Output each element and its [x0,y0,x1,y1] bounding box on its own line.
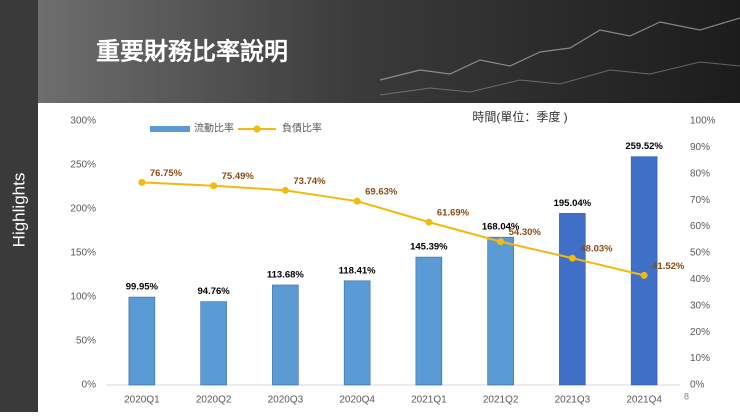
bar-value-label: 118.41% [339,265,377,276]
header-band [38,0,740,103]
y2-tick-label: 30% [690,300,710,311]
line-point [138,178,146,186]
y-tick-label: 50% [76,336,96,347]
bar-value-label: 195.04% [554,198,592,209]
legend-swatch [150,126,190,132]
legend-swatch [253,125,261,133]
sidebar-label: Highlights [9,173,28,248]
bar [630,156,658,386]
line-point [353,197,361,205]
bar-value-label: 259.52% [625,141,663,152]
bar-value-label: 145.39% [410,242,448,253]
x-tick-label: 2021Q3 [555,395,591,406]
bar [559,213,586,386]
y-tick-label: 250% [70,160,96,171]
legend-label: 流動比率 [194,122,234,135]
y-tick-label: 200% [70,204,96,215]
line-value-label: 48.03% [580,244,613,255]
line-point [425,218,433,226]
bar [343,280,371,386]
y2-tick-label: 100% [690,116,716,127]
bar [272,284,299,386]
y-tick-label: 150% [70,248,96,259]
line-value-label: 73.74% [293,176,326,187]
x-tick-label: 2020Q2 [196,395,232,406]
line-point [497,238,505,246]
x-tick-label: 2021Q1 [411,395,447,406]
header-decoration [379,17,740,81]
line-value-label: 54.30% [509,227,542,238]
bar [128,296,156,386]
bar [415,256,443,386]
y-tick-label: 0% [82,380,97,391]
x-tick-label: 2021Q4 [626,395,662,406]
bar [487,236,514,386]
y-tick-label: 100% [70,292,96,303]
line-value-label: 41.52% [652,261,685,272]
line-point [281,186,289,194]
bar-value-label: 113.68% [267,269,305,280]
y2-tick-label: 20% [690,327,710,338]
bar [200,301,227,386]
line-point [568,254,576,262]
header-title: 重要財務比率說明 [96,37,288,65]
sidebar [0,0,38,412]
y2-tick-label: 70% [690,195,710,206]
annotation: 時間(單位：季度 ) [472,109,567,124]
line-point [210,182,218,190]
line-point [640,271,648,279]
line-value-label: 69.63% [365,187,398,198]
bar-value-label: 99.95% [126,282,159,293]
x-tick-label: 2021Q2 [483,395,519,406]
y2-tick-label: 0% [690,380,705,391]
x-tick-label: 2020Q4 [339,395,375,406]
line-value-label: 76.75% [150,168,183,179]
bar-value-label: 168.04% [482,222,520,233]
page-number: 8 [684,391,689,401]
y2-tick-label: 90% [690,142,710,153]
y2-tick-label: 10% [690,353,710,364]
line [141,181,645,277]
y-tick-label: 300% [70,116,96,127]
line-value-label: 61.69% [437,208,470,219]
x-tick-label: 2020Q3 [268,395,304,406]
y2-tick-label: 80% [690,168,710,179]
y2-tick-label: 40% [690,274,710,285]
legend-label: 負債比率 [282,122,322,135]
header-decoration [379,61,740,96]
y2-tick-label: 60% [690,221,710,232]
y2-tick-label: 50% [690,248,710,259]
line-value-label: 75.49% [222,171,255,182]
bar-value-label: 94.76% [198,286,231,297]
x-tick-label: 2020Q1 [124,395,160,406]
